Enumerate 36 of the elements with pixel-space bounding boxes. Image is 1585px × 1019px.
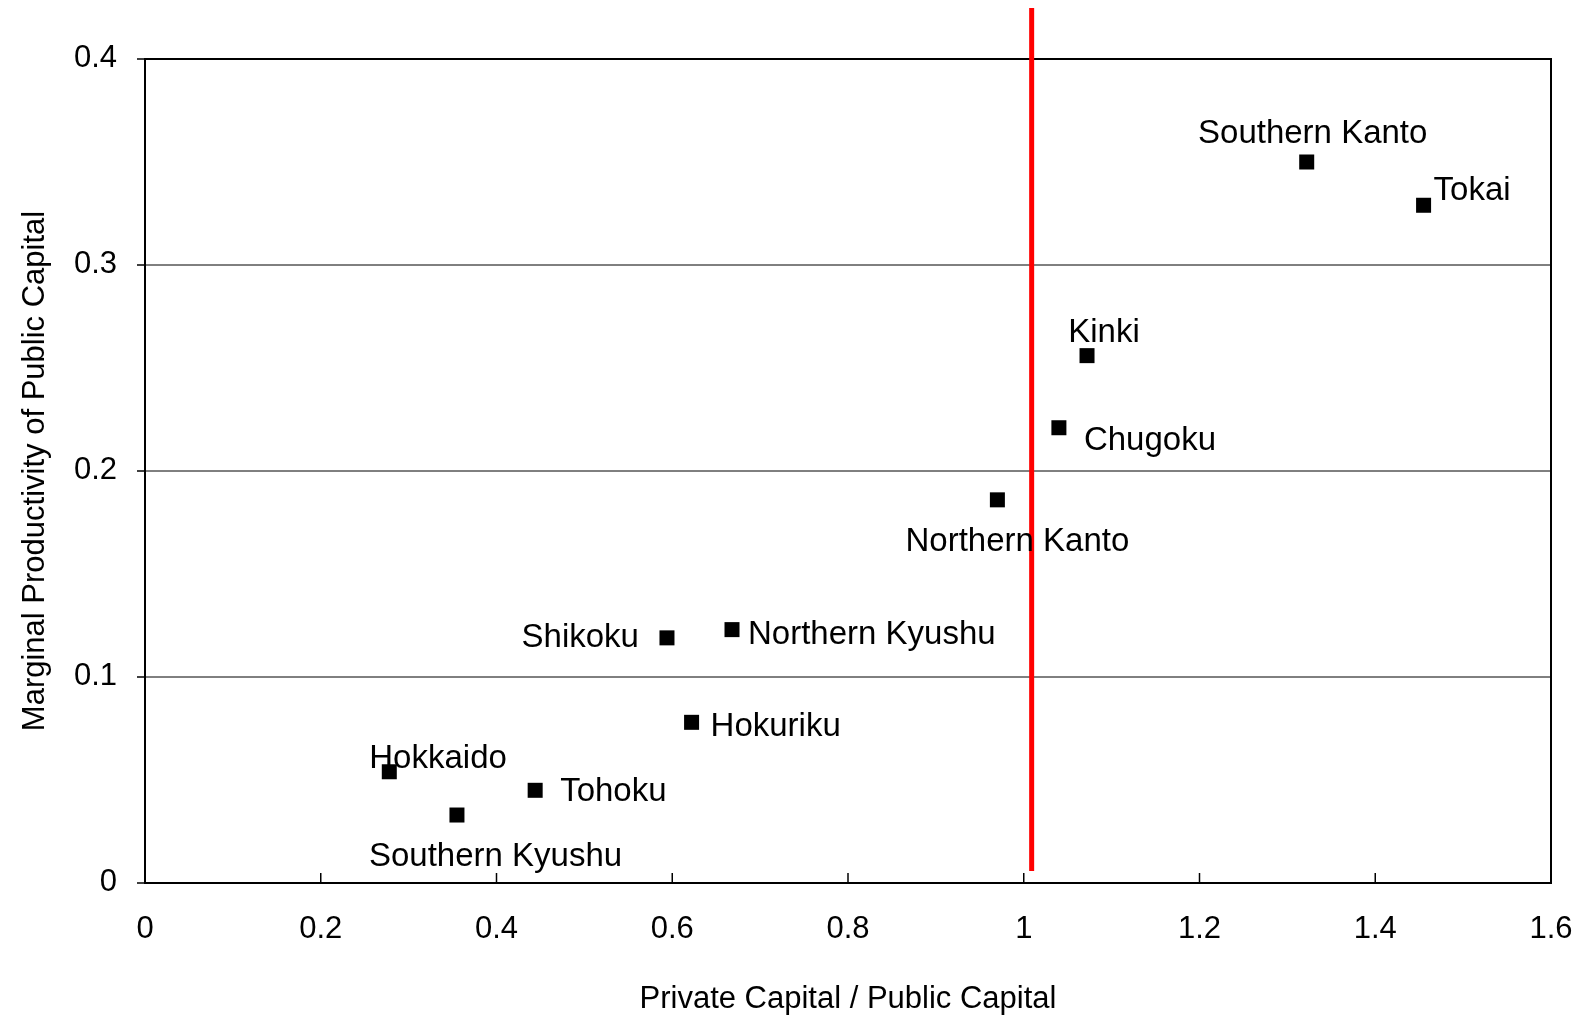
point: [684, 714, 700, 730]
x-tick-label: 1.4: [1353, 910, 1397, 945]
y-tick-label: 0: [99, 863, 117, 899]
x-tick-label: 1: [1015, 910, 1033, 945]
series-label: Hokuriku: [710, 706, 841, 744]
x-tick-label: 0.4: [474, 910, 519, 945]
point: [449, 807, 465, 823]
y-tick-label: 0.3: [73, 245, 117, 281]
point: [724, 622, 740, 638]
series-label: Shikoku: [521, 616, 639, 654]
y-tick-label: 0.2: [73, 451, 117, 487]
x-tick-label: 0.2: [299, 910, 343, 945]
point: [1299, 154, 1315, 170]
point: [1416, 197, 1432, 213]
x-tick-label: 1.6: [1529, 910, 1573, 945]
x-tick-label: 0.8: [826, 910, 870, 945]
series-label: Hokkaido: [369, 738, 507, 776]
x-axis-title: Private Capital / Public Capital: [639, 980, 1057, 1015]
series-label: Tohoku: [560, 771, 667, 809]
series-label: Kinki: [1068, 312, 1140, 350]
point: [659, 630, 675, 646]
series-label: Chugoku: [1083, 420, 1217, 458]
series-label: Southern Kyushu: [368, 835, 623, 873]
x-tick-label: 0.6: [650, 910, 694, 945]
point: [989, 492, 1005, 508]
series-label: Southern Kanto: [1198, 112, 1428, 150]
y-tick-label: 0.1: [73, 657, 117, 693]
y-axis-title: Marginal Productivity of Public Capital: [16, 210, 51, 732]
series-label: Northern Kyushu: [748, 614, 996, 652]
point: [1079, 348, 1095, 364]
series-label: Tokai: [1433, 169, 1511, 207]
y-tick-label: 0.4: [73, 39, 117, 75]
x-tick-label: 1.2: [1177, 910, 1222, 945]
x-tick-label: 0: [136, 910, 154, 945]
point: [527, 782, 543, 798]
point: [1051, 420, 1067, 436]
